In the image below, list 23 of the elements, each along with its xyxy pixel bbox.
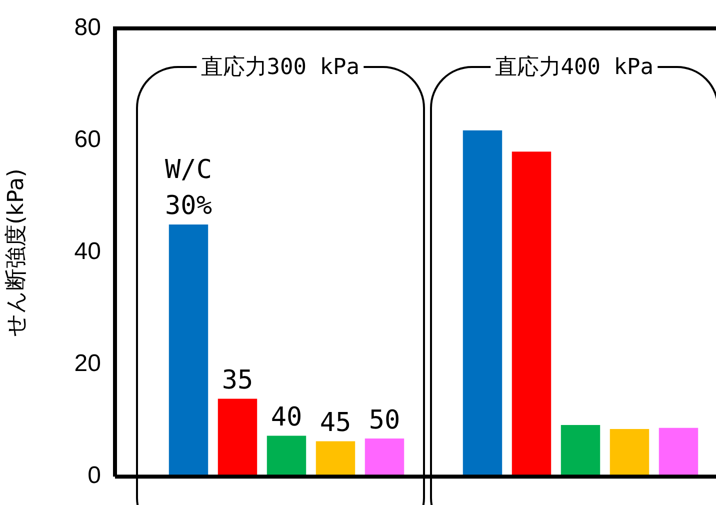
y-tick-label: 60 <box>74 126 101 154</box>
annotation: 45 <box>320 408 352 438</box>
bar <box>168 224 208 477</box>
bar <box>218 398 258 477</box>
annotation: 40 <box>270 402 302 432</box>
bar <box>266 436 306 477</box>
y-tick-label: 40 <box>74 238 101 266</box>
bar <box>560 425 600 477</box>
annotation: 35 <box>222 365 254 396</box>
bar <box>316 441 356 477</box>
y-tick-label: 80 <box>74 14 101 42</box>
bar <box>610 428 650 477</box>
annotation: 50 <box>368 405 400 436</box>
annotation: 直応力400 kPa <box>490 52 658 82</box>
annotation: W/C 30% <box>165 155 212 222</box>
bar <box>512 152 552 477</box>
annotation: 直応力300 kPa <box>196 52 364 82</box>
y-tick-label: 0 <box>88 462 101 490</box>
bar <box>364 438 404 477</box>
bar <box>462 130 502 477</box>
bar <box>658 428 698 477</box>
y-axis-title: せん断強度(kPa) <box>4 168 29 336</box>
y-tick-label: 20 <box>74 350 101 378</box>
